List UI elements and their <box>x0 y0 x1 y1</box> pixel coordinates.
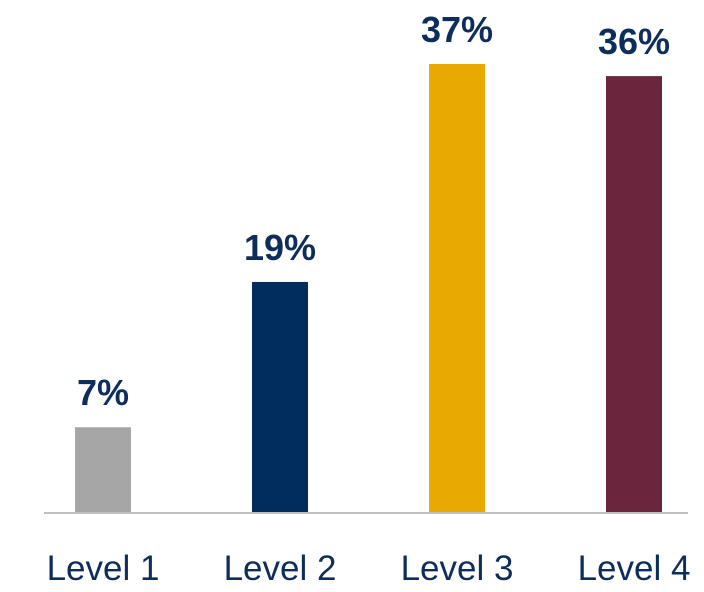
tick-label-level-3: Level 3 <box>401 549 514 588</box>
bar-level-4 <box>606 76 662 513</box>
data-label-level-4: 36% <box>598 21 670 62</box>
tick-label-level-4: Level 4 <box>578 549 691 588</box>
tick-label-level-1: Level 1 <box>47 549 160 588</box>
tick-label-level-2: Level 2 <box>224 549 337 588</box>
bar-level-2 <box>252 281 308 512</box>
value-labels-group: 7% 19% 37% 36% <box>77 9 670 413</box>
data-label-level-2: 19% <box>244 227 316 268</box>
bar-level-3 <box>429 64 485 512</box>
tick-labels-group: Level 1 Level 2 Level 3 Level 4 <box>47 549 691 588</box>
data-label-level-1: 7% <box>77 372 129 413</box>
bars-group <box>75 64 662 513</box>
bar-level-1 <box>75 427 131 512</box>
data-label-level-3: 37% <box>421 9 493 50</box>
